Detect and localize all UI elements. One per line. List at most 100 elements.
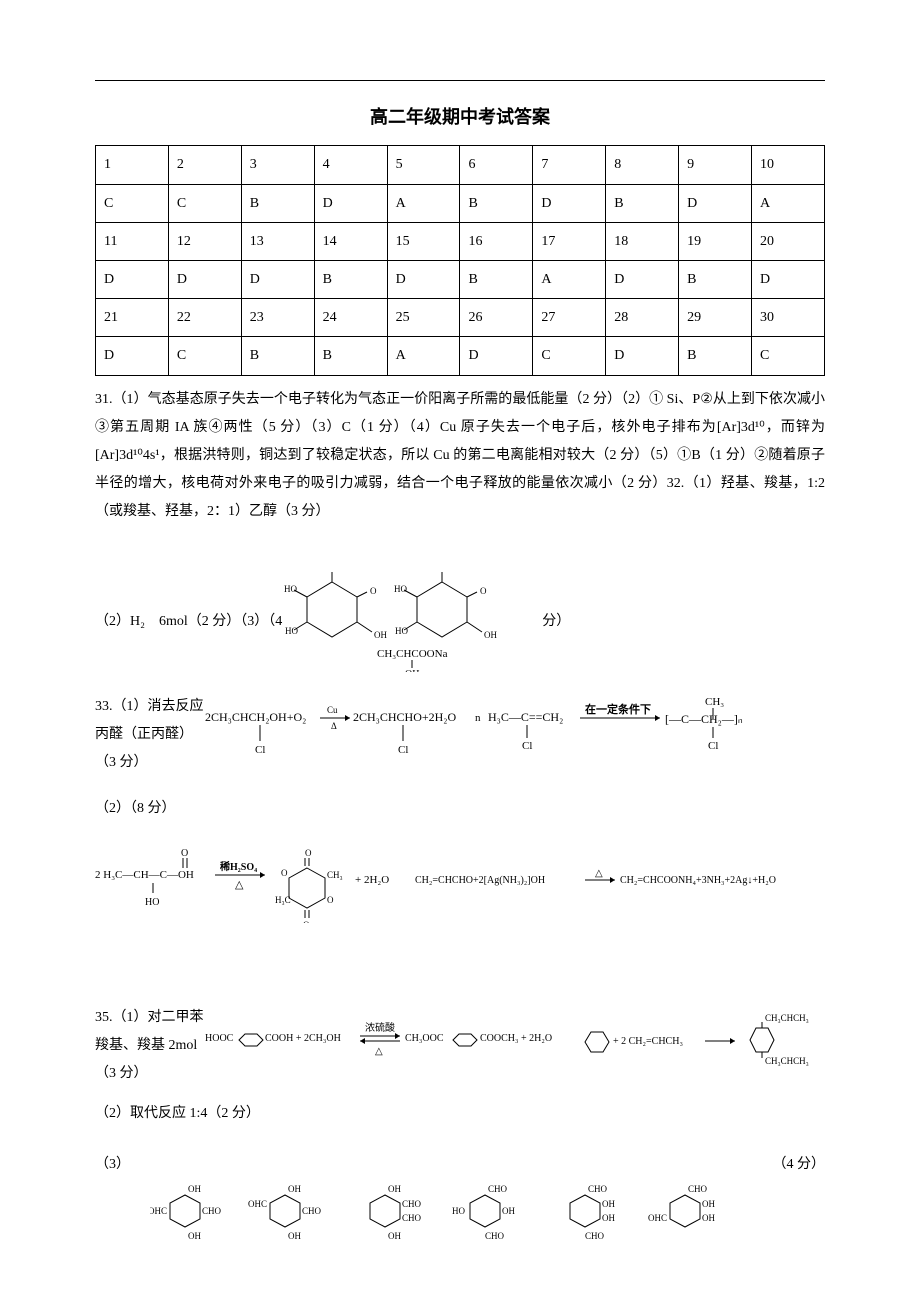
q35-3-right: （4 分） <box>773 1152 826 1177</box>
silver-product: CH₂=CHCOONH₄+3NH₃+2Ag↓+H₂O <box>620 875 776 886</box>
svg-text:HO: HO <box>452 1206 465 1216</box>
ch3ooc: CH₃OOC <box>405 1033 444 1044</box>
table-cell: 22 <box>168 299 241 337</box>
table-cell: 8 <box>606 146 679 184</box>
table-cell: 27 <box>533 299 606 337</box>
q33-left-text: 33.（1）消去反应 丙醛（正丙醛）（3 分） <box>95 693 205 777</box>
delta-4: △ <box>375 1046 383 1057</box>
cooh: COOH + 2CH₃OH <box>265 1033 341 1044</box>
table-cell: D <box>533 184 606 222</box>
q33-reaction-icon: 2CH₃CHCH₂OH+O₂ Cl Cu Δ 2CH₃CHCHO+2H₂O Cl… <box>205 693 825 787</box>
cooch3: COOCH₃ + 2H₂O <box>480 1033 552 1044</box>
cl-3: Cl <box>522 740 532 752</box>
svg-text:OH: OH <box>288 1184 301 1194</box>
table-cell: D <box>96 260 169 298</box>
o-ring1: O <box>281 868 288 878</box>
svg-text:OH: OH <box>188 1231 201 1241</box>
table-cell: D <box>679 184 752 222</box>
cl-1: Cl <box>255 744 265 756</box>
table-cell: 5 <box>387 146 460 184</box>
svg-text:CHO: CHO <box>302 1206 322 1216</box>
table-cell: 9 <box>679 146 752 184</box>
ch3-r: CH₃ <box>327 870 343 880</box>
ho-label: HO <box>285 626 298 636</box>
svg-text:OH: OH <box>702 1213 715 1223</box>
svg-text:OH: OH <box>702 1199 715 1209</box>
ho-label-4: HO <box>394 584 407 594</box>
table-row: 12345678910 <box>96 146 825 184</box>
svg-text:OH: OH <box>502 1206 515 1216</box>
silver-reactant: CH₂=CHCHO+2[Ag(NH₃)₂]OH <box>415 875 545 886</box>
table-cell: 17 <box>533 222 606 260</box>
q35-row: 35.（1）对二甲苯羧基、羧基 2mol（3 分） HOOC COOH + 2C… <box>95 1004 825 1088</box>
svg-text:OH: OH <box>388 1184 401 1194</box>
svg-text:CHO: CHO <box>485 1231 505 1241</box>
svg-text:CHO: CHO <box>402 1213 422 1223</box>
svg-text:OHC: OHC <box>150 1206 167 1216</box>
condition-label: 在一定条件下 <box>585 702 651 716</box>
delta-3: △ <box>595 868 603 879</box>
q33-row: 33.（1）消去反应 丙醛（正丙醛）（3 分） 2CH₃CHCH₂OH+O₂ C… <box>95 693 825 787</box>
page-title: 高二年级期中考试答案 <box>95 101 825 133</box>
o-ring2: O <box>327 895 334 905</box>
delta-1: Δ <box>331 721 337 731</box>
o-label-2: O <box>480 586 487 596</box>
table-cell: 26 <box>460 299 533 337</box>
ho-label-2: HO <box>284 584 297 594</box>
svg-text:OH: OH <box>388 1231 401 1241</box>
table-row: 21222324252627282930 <box>96 299 825 337</box>
table-cell: A <box>387 184 460 222</box>
table-cell: C <box>168 337 241 375</box>
table-cell: A <box>533 260 606 298</box>
conc-acid: 浓硫酸 <box>365 1021 395 1034</box>
table-cell: B <box>606 184 679 222</box>
q35-3-left: （3） <box>95 1152 130 1177</box>
table-cell: B <box>460 260 533 298</box>
svg-text:CHO: CHO <box>402 1199 422 1209</box>
table-cell: A <box>387 337 460 375</box>
table-cell: 10 <box>752 146 825 184</box>
ho-label-3: HO <box>395 626 408 636</box>
table-cell: 1 <box>96 146 169 184</box>
q33-2: （2）（8 分） <box>95 795 825 823</box>
table-row: CCBDABDBDA <box>96 184 825 222</box>
ho-lactic: HO <box>145 897 159 908</box>
table-cell: B <box>679 260 752 298</box>
table-row: 11121314151617181920 <box>96 222 825 260</box>
lactic-2: 2 H₃C—CH—C—OH <box>95 869 194 881</box>
table-cell: 6 <box>460 146 533 184</box>
table-cell: 25 <box>387 299 460 337</box>
table-cell: 16 <box>460 222 533 260</box>
table-row: DCBBADCDBC <box>96 337 825 375</box>
svg-text:OHC: OHC <box>248 1199 267 1209</box>
table-cell: 15 <box>387 222 460 260</box>
ch3chcoona-label: CH₃CHCOONa <box>377 648 448 660</box>
o-bot: O <box>303 920 310 923</box>
svg-text:OH: OH <box>602 1213 615 1223</box>
table-cell: B <box>314 260 387 298</box>
svg-text:OHC: OHC <box>648 1213 667 1223</box>
table-cell: D <box>314 184 387 222</box>
table-cell: 29 <box>679 299 752 337</box>
cl-4: Cl <box>708 740 718 752</box>
q35-3-row: （3） （4 分） <box>95 1152 825 1177</box>
plus2h2o: + 2H₂O <box>355 874 389 886</box>
table-cell: 4 <box>314 146 387 184</box>
lactic-reaction-icon: 2 H₃C—CH—C—OH HO O 稀H₂SO₄ △ O CH₃ H₃C O … <box>95 843 825 932</box>
table-cell: 23 <box>241 299 314 337</box>
table-cell: D <box>96 337 169 375</box>
ch3-top: CH₃ <box>705 696 724 708</box>
svg-text:CHO: CHO <box>488 1184 508 1194</box>
oh-bottom: OH <box>405 669 419 672</box>
h3c-l: H₃C <box>275 895 291 905</box>
svg-text:CHO: CHO <box>202 1206 222 1216</box>
svg-text:CHO: CHO <box>585 1231 605 1241</box>
n-label: n <box>475 712 481 724</box>
plus-propene: + 2 CH₂=CHCH₃ <box>613 1036 683 1047</box>
isomers-icon: OH OHC CHO OH OH OHC CHO OH OH CHO CHO OH C… <box>95 1177 825 1256</box>
table-cell: C <box>168 184 241 222</box>
table-cell: 30 <box>752 299 825 337</box>
table-cell: B <box>314 337 387 375</box>
h2so4-label: 稀H₂SO₄ <box>220 860 257 873</box>
cu-label: Cu <box>327 705 338 715</box>
